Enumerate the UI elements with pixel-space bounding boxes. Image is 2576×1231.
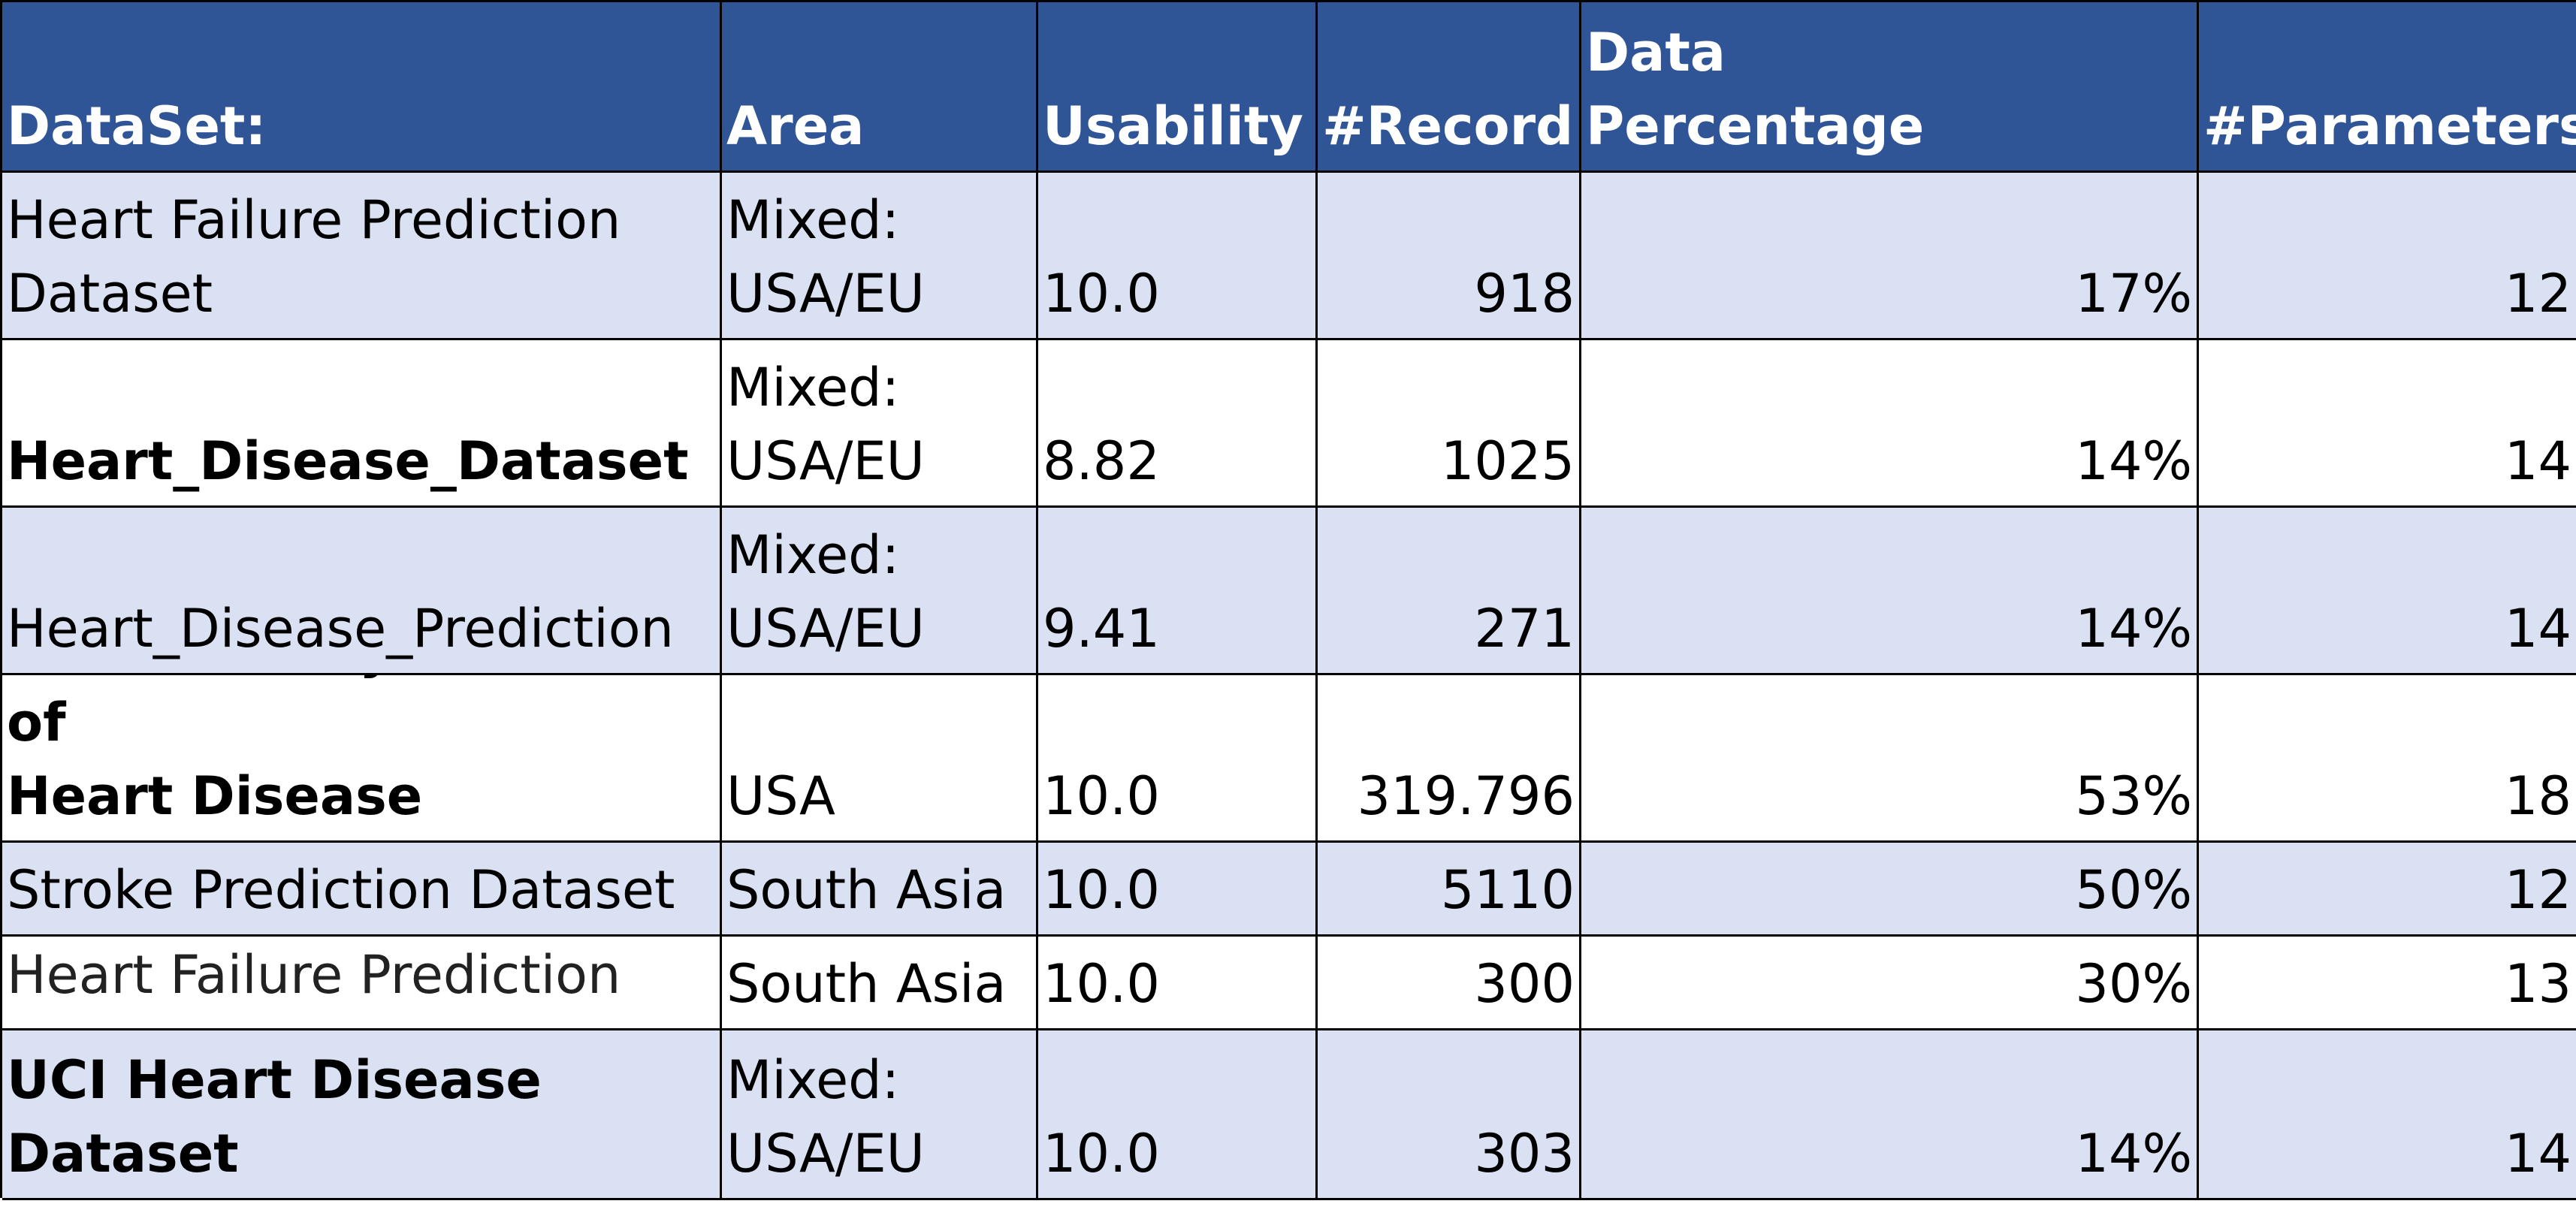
cell-percentage: 14% [1581,508,2199,675]
cell-area: Mixed: USA/EU [722,508,1038,675]
cell-usability: 10.0 [1038,173,1318,340]
cell-percentage: 53% [1581,675,2199,843]
cell-usability: 10.0 [1038,937,1318,1030]
cell-area: USA [722,675,1038,843]
cell-records: 319.796 [1318,675,1581,843]
cell-area: Mixed: USA/EU [722,340,1038,508]
cell-usability: 8.82 [1038,340,1318,508]
header-records: #Record [1318,2,1581,173]
cell-parameters: 14 [2199,1030,2576,1200]
cell-area: Mixed: USA/EU [722,173,1038,340]
cell-records: 918 [1318,173,1581,340]
cell-dataset: Heart Failure Prediction [2,937,722,1030]
cell-parameters: 12 [2199,173,2576,340]
cell-percentage: 17% [1581,173,2199,340]
cell-area: South Asia [722,937,1038,1030]
cell-dataset: Stroke Prediction Dataset [2,843,722,937]
cell-dataset: Heart_Disease_Dataset [2,340,722,508]
cell-records: 1025 [1318,340,1581,508]
cell-dataset: UCI Heart Disease Dataset [2,1030,722,1200]
datasets-table: DataSet: Area Usability #Record Personal… [0,0,2576,1200]
cell-parameters: 14 [2199,340,2576,508]
cell-area: South Asia [722,843,1038,937]
cell-parameters: 18 [2199,675,2576,843]
cell-percentage: 14% [1581,340,2199,508]
header-parameters: #Parameters [2199,2,2576,173]
cell-percentage: 14% [1581,1030,2199,1200]
cell-usability: 10.0 [1038,843,1318,937]
cell-dataset: Heart_Disease_Prediction [2,508,722,675]
cell-percentage: 30% [1581,937,2199,1030]
cell-records: 300 [1318,937,1581,1030]
header-area: Area [722,2,1038,173]
cell-records: 271 [1318,508,1581,675]
header-percentage: Personal/Clinical Data Percentage [1581,2,2199,173]
cell-records: 5110 [1318,843,1581,937]
cell-usability: 10.0 [1038,675,1318,843]
cell-dataset: Heart Failure Prediction Dataset [2,173,722,340]
cell-records: 303 [1318,1030,1581,1200]
cell-parameters: 14 [2199,508,2576,675]
cell-parameters: 13 [2199,937,2576,1030]
cell-percentage: 50% [1581,843,2199,937]
cell-dataset: Personal Key Indicators of Heart Disease [2,675,722,843]
header-dataset: DataSet: [2,2,722,173]
cell-parameters: 12 [2199,843,2576,937]
cell-usability: 10.0 [1038,1030,1318,1200]
header-usability: Usability [1038,2,1318,173]
cell-area: Mixed: USA/EU [722,1030,1038,1200]
cell-usability: 9.41 [1038,508,1318,675]
